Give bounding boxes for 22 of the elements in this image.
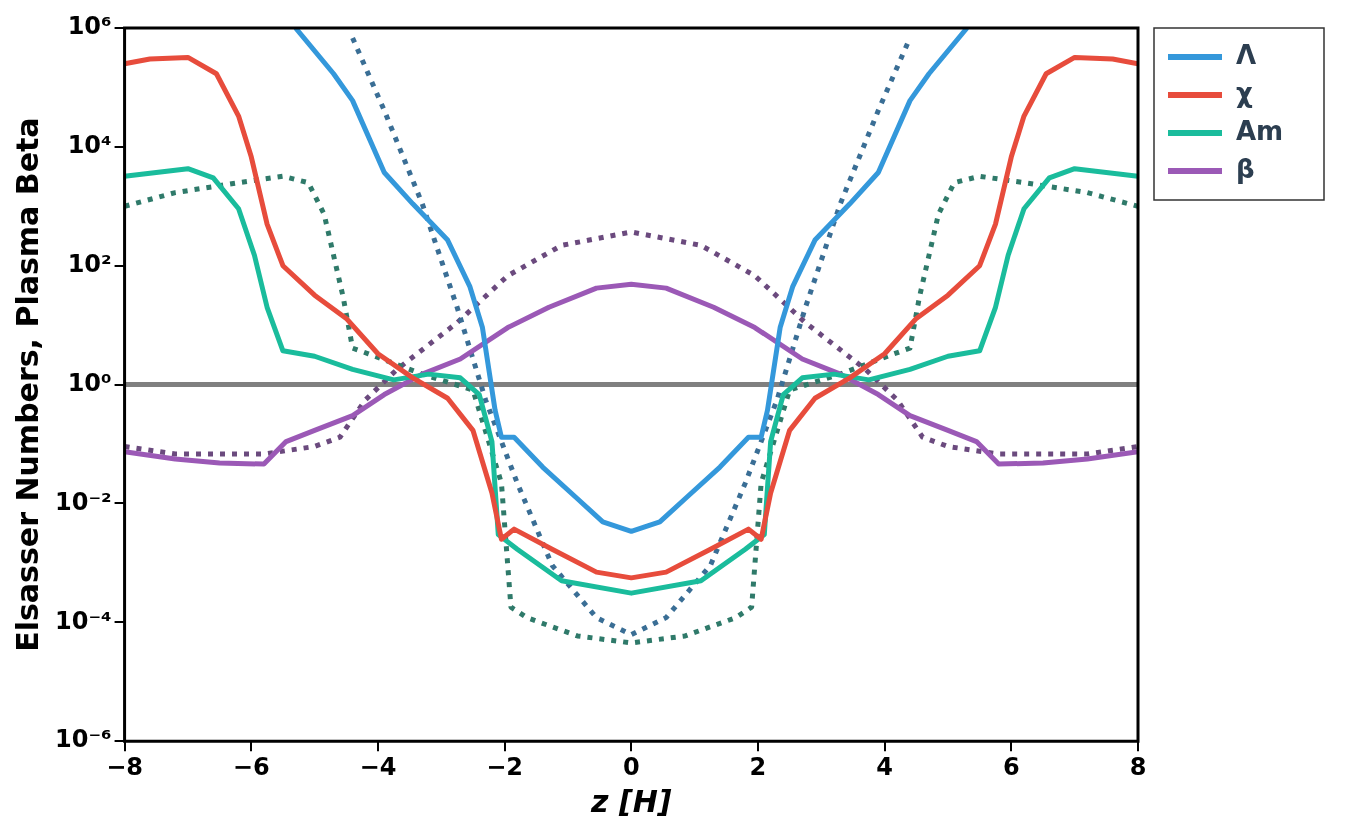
y-tick-label: 10⁶ xyxy=(67,12,112,41)
y-axis-title: Elsasser Numbers, Plasma Beta xyxy=(9,117,45,652)
x-tick-label: −2 xyxy=(486,752,524,781)
x-axis-title: z [H] xyxy=(590,783,672,819)
y-tick-label: 10⁴ xyxy=(67,131,112,160)
x-tick-label: −6 xyxy=(232,752,270,781)
y-tick-label: 10⁻⁶ xyxy=(55,725,112,754)
x-tick-label: −8 xyxy=(106,752,143,781)
y-tick-label: 10⁻⁴ xyxy=(55,606,112,635)
y-tick-label: 10⁻² xyxy=(55,487,112,516)
legend-label: Λ xyxy=(1236,39,1257,70)
x-tick-label: 0 xyxy=(622,752,640,781)
y-tick-label: 10² xyxy=(67,249,112,278)
x-tick-label: 6 xyxy=(1002,752,1020,781)
y-tick-label: 10⁰ xyxy=(67,368,112,397)
legend-label: Am xyxy=(1236,115,1284,146)
x-tick-label: 8 xyxy=(1129,752,1147,781)
x-tick-label: 4 xyxy=(876,752,893,781)
legend-label: β xyxy=(1236,153,1255,184)
legend-label: χ xyxy=(1236,77,1253,108)
x-tick-label: 2 xyxy=(749,752,767,781)
x-tick-label: −4 xyxy=(359,752,397,781)
